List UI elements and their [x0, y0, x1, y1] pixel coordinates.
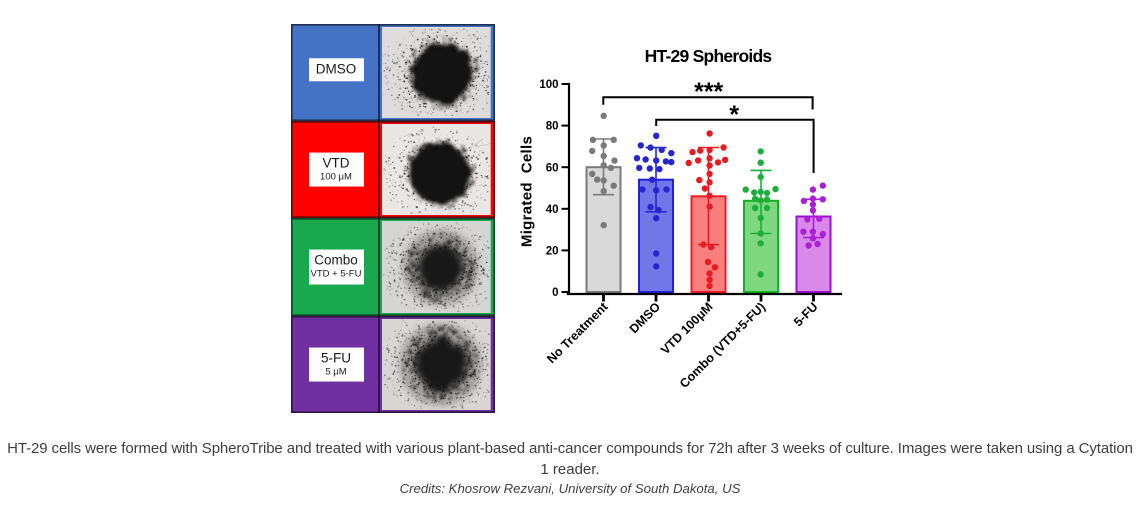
- svg-text:*: *: [729, 101, 739, 129]
- svg-text:DMSO: DMSO: [627, 300, 664, 337]
- svg-text:***: ***: [694, 78, 723, 106]
- svg-text:VTD 100μM: VTD 100μM: [658, 300, 716, 358]
- svg-text:40: 40: [546, 204, 559, 216]
- svg-text:60: 60: [546, 162, 559, 174]
- svg-text:5-FU: 5-FU: [791, 300, 821, 330]
- svg-text:HT-29 Spheroids: HT-29 Spheroids: [645, 46, 773, 66]
- svg-text:0: 0: [552, 287, 558, 299]
- svg-text:80: 80: [546, 121, 559, 133]
- svg-text:Combo (VTD+5-FU): Combo (VTD+5-FU): [677, 300, 768, 391]
- svg-text:No Treatment: No Treatment: [544, 299, 611, 366]
- svg-text:100: 100: [539, 79, 558, 91]
- svg-text:20: 20: [546, 246, 559, 258]
- svg-text:Migrated Cells: Migrated Cells: [519, 136, 536, 247]
